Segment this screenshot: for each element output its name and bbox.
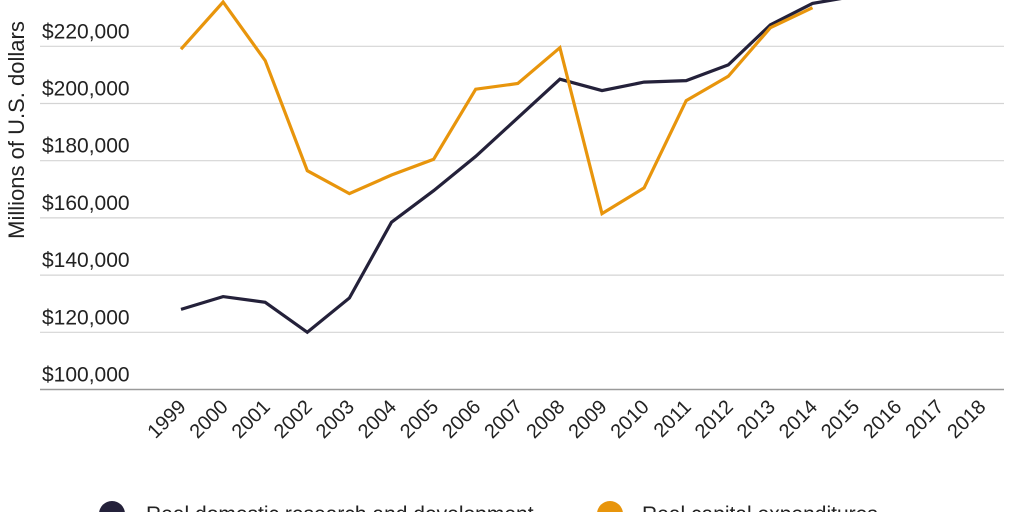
y-tick-label: $100,000 (42, 364, 130, 387)
gridlines (40, 45, 1004, 391)
y-axis-tick-labels: $100,000 $120,000 $140,000 $160,000 $180,000… (42, 20, 130, 386)
x-tick-label: 2015 (817, 396, 864, 443)
y-tick-label: $160,000 (42, 192, 130, 215)
y-tick-label: $140,000 (42, 249, 130, 272)
y-axis-label: Millions of U.S. dollars (4, 21, 29, 239)
x-tick-label: 2016 (859, 396, 906, 443)
legend-label-capex: Real capital expenditures (642, 503, 878, 512)
x-tick-label: 2008 (522, 396, 569, 443)
y-tick-label: $200,000 (42, 78, 130, 101)
x-tick-label: 2000 (186, 396, 233, 443)
x-tick-label: 2011 (650, 396, 696, 442)
x-tick-label: 2001 (228, 396, 275, 443)
x-axis-tick-labels: 1999200020012002200320042005200620072008… (144, 396, 991, 443)
x-tick-label: 2007 (480, 396, 527, 443)
series-line-capex (179, 0, 814, 217)
x-tick-label: 2010 (607, 396, 654, 443)
x-tick-label: 2003 (312, 396, 359, 443)
x-tick-label: 2002 (270, 396, 317, 443)
legend-label-rd: Real domestic research and development (146, 503, 534, 512)
x-tick-label: 2006 (438, 396, 485, 443)
x-tick-label: 2005 (396, 396, 443, 443)
x-tick-label: 2014 (775, 396, 822, 443)
legend-marker-rd (99, 501, 125, 512)
series-lines (179, 0, 842, 335)
x-tick-label: 2017 (901, 396, 948, 443)
y-tick-label: $120,000 (42, 306, 130, 329)
x-tick-label: 2009 (565, 396, 612, 443)
series-line-rd (180, 0, 842, 335)
x-tick-label: 2012 (691, 396, 738, 443)
x-tick-label: 2004 (354, 396, 401, 443)
y-tick-label: $180,000 (42, 135, 130, 158)
legend: Real domestic research and development R… (99, 501, 878, 512)
x-tick-label: 2018 (943, 396, 990, 443)
x-tick-label: 2013 (733, 396, 780, 443)
x-tick-label: 1999 (144, 396, 191, 443)
y-tick-label: $220,000 (42, 20, 130, 43)
legend-marker-capex (597, 501, 623, 512)
